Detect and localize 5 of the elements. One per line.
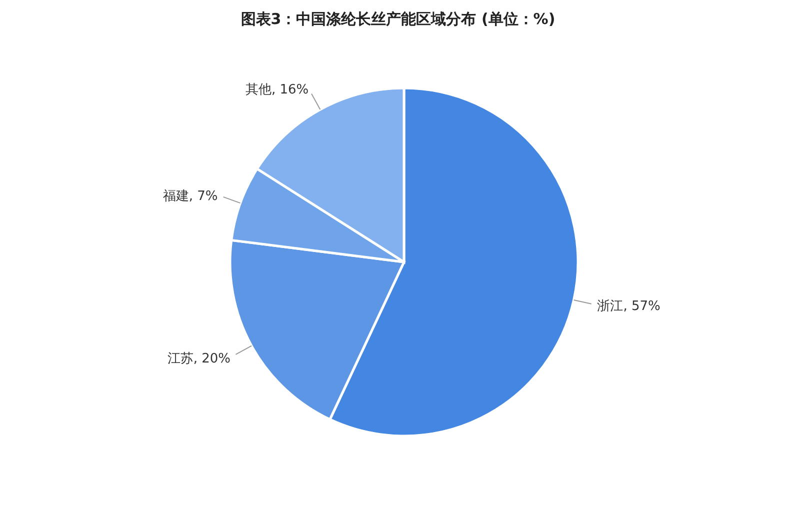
- slice-label: 福建, 7%: [162, 188, 218, 204]
- chart-title: 图表3：中国涤纶长丝产能区域分布 (单位：%): [240, 10, 556, 28]
- slice-label: 其他, 16%: [245, 82, 309, 98]
- slice-label: 浙江, 57%: [597, 299, 660, 314]
- slice-label: 江苏, 20%: [167, 351, 230, 366]
